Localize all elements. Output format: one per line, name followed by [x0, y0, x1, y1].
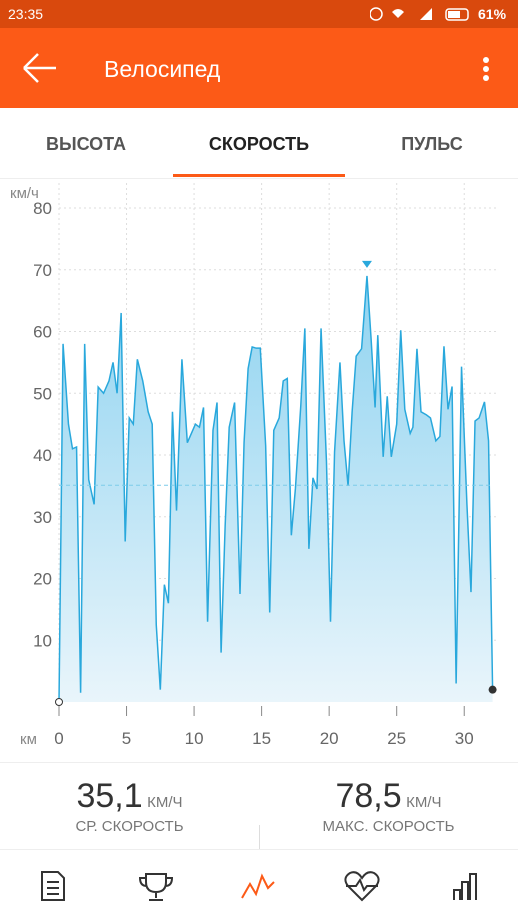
- max-marker: [361, 260, 372, 268]
- chart: км/ч км 10 20 30 40 50 60 70 80 0 5 10 15 20 25 30: [10, 183, 498, 748]
- y-tick-label: 20: [33, 570, 52, 589]
- x-tick-label: 30: [455, 729, 474, 748]
- nav-summary[interactable]: [41, 871, 65, 901]
- avg-value: 35,1: [76, 777, 143, 815]
- app-bar: Велосипед: [0, 28, 518, 108]
- x-tick-label: 10: [185, 729, 204, 748]
- title: Велосипед: [104, 56, 221, 82]
- avg-unit: КМ/Ч: [147, 794, 183, 811]
- area: [59, 275, 493, 702]
- start-point: [55, 698, 63, 706]
- avg-label: СР. СКОРОСТЬ: [75, 818, 184, 835]
- y-tick-label: 60: [33, 323, 52, 342]
- divider: [259, 825, 260, 849]
- y-axis-label: км/ч: [10, 185, 39, 202]
- stats: 35,1 КМ/Ч СР. СКОРОСТЬ 78,5 КМ/Ч МАКС. С…: [0, 762, 518, 850]
- tab-active[interactable]: СКОРОСТЬ: [208, 134, 310, 154]
- max-stat: 78,5 КМ/Ч МАКС. СКОРОСТЬ: [259, 777, 518, 835]
- tab[interactable]: ПУЛЬС: [401, 134, 463, 154]
- nav-stats[interactable]: [453, 873, 477, 900]
- y-tick-label: 50: [33, 384, 52, 403]
- status-bar: 23:35 61%: [0, 0, 518, 28]
- nav-achievements[interactable]: [138, 873, 174, 901]
- x-tick-label: 25: [387, 729, 406, 748]
- back-button[interactable]: [22, 52, 58, 84]
- menu-button[interactable]: [480, 56, 492, 82]
- x-axis-label: км: [20, 731, 37, 748]
- status-icons: [370, 7, 469, 21]
- x-tick-label: 0: [54, 729, 63, 748]
- y-tick-label: 30: [33, 508, 52, 527]
- tab-indicator: [173, 174, 345, 177]
- time: 23:35: [8, 6, 44, 22]
- avg-stat: 35,1 КМ/Ч СР. СКОРОСТЬ: [0, 777, 259, 835]
- y-tick-label: 70: [33, 261, 52, 280]
- x-tick-label: 20: [320, 729, 339, 748]
- end-point: [488, 685, 497, 694]
- nav-charts[interactable]: [241, 873, 275, 899]
- y-tick-label: 80: [33, 199, 52, 218]
- x-tick-label: 5: [122, 729, 131, 748]
- tab[interactable]: ВЫСОТА: [45, 134, 127, 154]
- max-label: МАКС. СКОРОСТЬ: [322, 818, 455, 835]
- x-tick-label: 15: [252, 729, 271, 748]
- bottom-nav: [41, 871, 477, 902]
- battery: 61%: [478, 6, 507, 22]
- nav-heart[interactable]: [344, 871, 380, 902]
- y-tick-label: 40: [33, 446, 52, 465]
- max-unit: КМ/Ч: [406, 794, 442, 811]
- max-value: 78,5: [335, 777, 402, 815]
- line: [58, 275, 494, 703]
- y-tick-label: 10: [33, 631, 52, 650]
- tabs: ВЫСОТА СКОРОСТЬ ПУЛЬС: [0, 108, 518, 179]
